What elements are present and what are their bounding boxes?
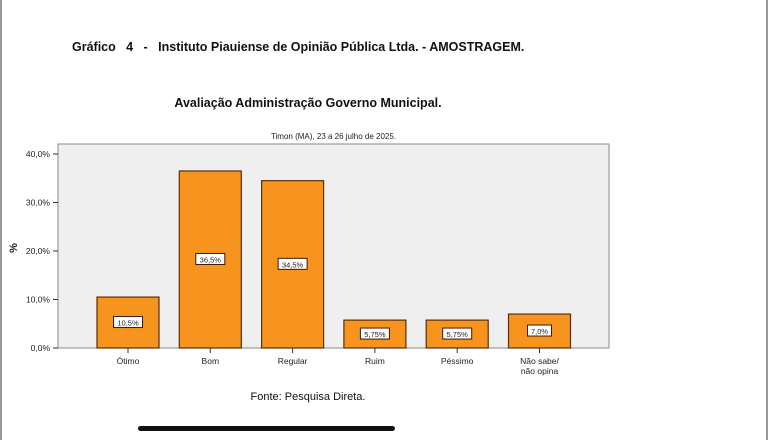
chart-subtitle: Timon (MA), 23 a 26 julho de 2025. bbox=[271, 132, 396, 141]
data-label: 34,5% bbox=[282, 260, 304, 269]
x-tick-label-line2: não opina bbox=[521, 366, 559, 376]
data-label: 7,0% bbox=[531, 327, 548, 336]
y-tick-label: 10,0% bbox=[26, 295, 51, 305]
x-tick-label: Bom bbox=[202, 356, 219, 366]
y-tick-label: 30,0% bbox=[26, 198, 51, 208]
data-label-box bbox=[113, 316, 143, 329]
home-indicator[interactable] bbox=[138, 426, 395, 431]
y-axis-label: % bbox=[8, 243, 20, 253]
x-tick-label: Não sabe/ bbox=[520, 356, 559, 366]
x-tick-label: Regular bbox=[278, 356, 308, 366]
x-tick-label: Ruim bbox=[365, 356, 385, 366]
data-label-box bbox=[359, 327, 390, 340]
y-tick-label: 0,0% bbox=[31, 343, 51, 353]
y-tick-label: 40,0% bbox=[26, 149, 51, 159]
data-label: 5,75% bbox=[364, 330, 386, 339]
data-label-box bbox=[527, 324, 552, 337]
data-label: 5,75% bbox=[447, 330, 469, 339]
data-label-box bbox=[277, 257, 308, 270]
bar-5 bbox=[507, 313, 572, 349]
left-edge bbox=[0, 0, 2, 440]
source-note: Fonte: Pesquisa Direta. bbox=[250, 391, 366, 403]
x-tick-label: Ótimo bbox=[117, 356, 140, 366]
data-label-box bbox=[195, 252, 226, 265]
data-label: 36,5% bbox=[200, 255, 222, 264]
data-label-box bbox=[442, 327, 473, 340]
y-tick-label: 20,0% bbox=[26, 246, 51, 256]
chart-title: Avaliação Administração Governo Municipa… bbox=[174, 96, 442, 110]
right-edge bbox=[766, 0, 768, 440]
data-label: 10,5% bbox=[117, 319, 139, 328]
page-heading: Gráfico 4 - Instituto Piauiense de Opini… bbox=[72, 40, 525, 54]
x-tick-label: Péssimo bbox=[441, 356, 474, 366]
